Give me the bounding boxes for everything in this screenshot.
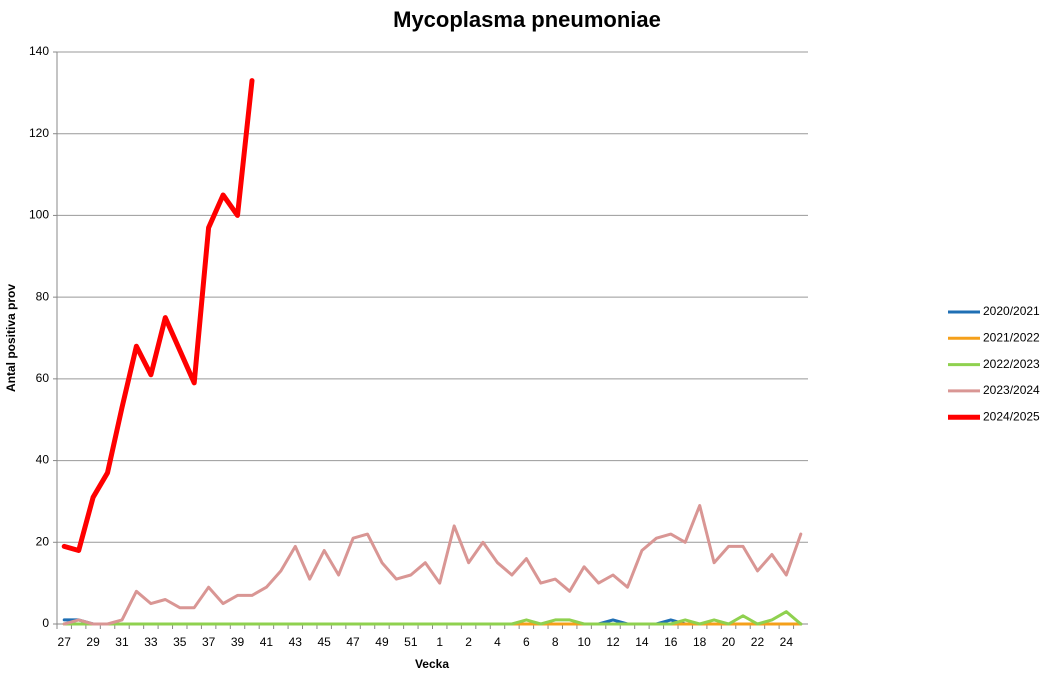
x-tick-label: 16 <box>664 635 678 649</box>
x-tick-label: 49 <box>375 635 389 649</box>
x-tick-label: 27 <box>58 635 72 649</box>
x-tick-label: 10 <box>577 635 591 649</box>
y-tick-label: 20 <box>36 534 50 548</box>
x-tick-label: 20 <box>722 635 736 649</box>
x-tick-label: 43 <box>289 635 303 649</box>
chart-title: Mycoplasma pneumoniae <box>393 7 661 32</box>
legend-label: 2023/2024 <box>983 383 1040 397</box>
y-tick-label: 120 <box>29 126 49 140</box>
x-tick-label: 22 <box>751 635 765 649</box>
x-axis-label: Vecka <box>415 657 449 671</box>
legend-label: 2021/2022 <box>983 330 1040 344</box>
legend-label: 2024/2025 <box>983 409 1040 423</box>
y-tick-label: 140 <box>29 44 49 58</box>
x-tick-label: 33 <box>144 635 158 649</box>
x-tick-label: 24 <box>780 635 794 649</box>
x-tick-label: 18 <box>693 635 707 649</box>
x-tick-label: 1 <box>436 635 443 649</box>
y-tick-label: 60 <box>36 371 50 385</box>
x-tick-label: 4 <box>494 635 501 649</box>
x-tick-label: 51 <box>404 635 418 649</box>
x-tick-label: 39 <box>231 635 245 649</box>
x-tick-label: 2 <box>465 635 472 649</box>
x-tick-label: 8 <box>552 635 559 649</box>
x-tick-label: 37 <box>202 635 216 649</box>
series-line <box>62 504 803 626</box>
y-tick-label: 40 <box>36 453 50 467</box>
legend-label: 2022/2023 <box>983 357 1040 371</box>
x-tick-label: 29 <box>86 635 100 649</box>
y-tick-label: 100 <box>29 208 49 222</box>
legend-label: 2020/2021 <box>983 304 1040 318</box>
series-line <box>61 78 255 553</box>
x-tick-label: 35 <box>173 635 187 649</box>
y-tick-label: 0 <box>42 616 49 630</box>
x-tick-label: 41 <box>260 635 274 649</box>
series-line <box>62 610 803 626</box>
x-tick-label: 14 <box>635 635 649 649</box>
x-tick-label: 45 <box>318 635 332 649</box>
x-tick-label: 47 <box>346 635 360 649</box>
x-tick-label: 31 <box>115 635 129 649</box>
y-axis-label: Antal positiva prov <box>4 284 18 392</box>
y-tick-label: 80 <box>36 289 50 303</box>
x-tick-label: 6 <box>523 635 530 649</box>
x-tick-label: 12 <box>606 635 620 649</box>
